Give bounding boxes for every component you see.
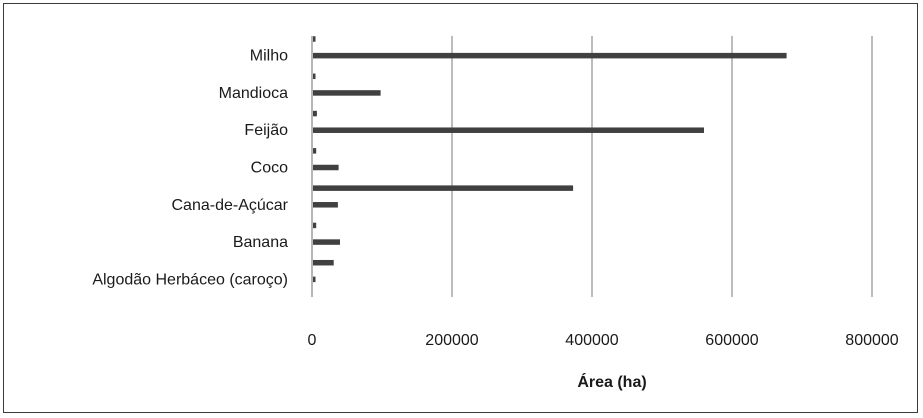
x-tick-label: 0: [308, 332, 317, 349]
bar-series-b: [313, 222, 317, 229]
bar-series-a: [313, 239, 340, 245]
category-label: Banana: [233, 234, 288, 251]
category-labels: Algodão Herbáceo (caroço) Banana Cana-de-A…: [92, 48, 288, 289]
bar-series-b: [313, 259, 334, 266]
category-label: Mandioca: [219, 85, 288, 102]
category-label: Algodão Herbáceo (caroço): [92, 271, 288, 288]
x-tick-label: 200000: [425, 332, 478, 349]
bars: [313, 36, 787, 283]
bar-series-a: [313, 127, 704, 133]
chart-frame: [3, 3, 918, 413]
category-label: Feijão: [244, 122, 288, 139]
category-label: Milho: [250, 48, 288, 65]
bar-series-a: [313, 52, 787, 59]
x-tick-label: 400000: [565, 332, 618, 349]
x-tick-labels: 0 200000 400000 600000 800000: [308, 332, 899, 349]
bar-series-b: [313, 36, 316, 42]
bar-series-b: [313, 148, 317, 154]
x-tick-label: 600000: [705, 332, 758, 349]
gridlines: [311, 36, 873, 297]
category-label: Cana-de-Açúcar: [172, 197, 289, 214]
bar-series-b: [313, 73, 316, 80]
bar-series-b: [313, 110, 317, 117]
bar-series-a: [313, 202, 338, 208]
category-label: Coco: [251, 160, 288, 177]
x-tick-label: 800000: [845, 332, 898, 349]
bar-series-a: [313, 164, 339, 171]
bar-series-a: [313, 90, 381, 96]
x-axis-title: Área (ha): [577, 372, 646, 391]
bar-series-a: [313, 276, 316, 283]
bar-series-b: [313, 185, 574, 191]
